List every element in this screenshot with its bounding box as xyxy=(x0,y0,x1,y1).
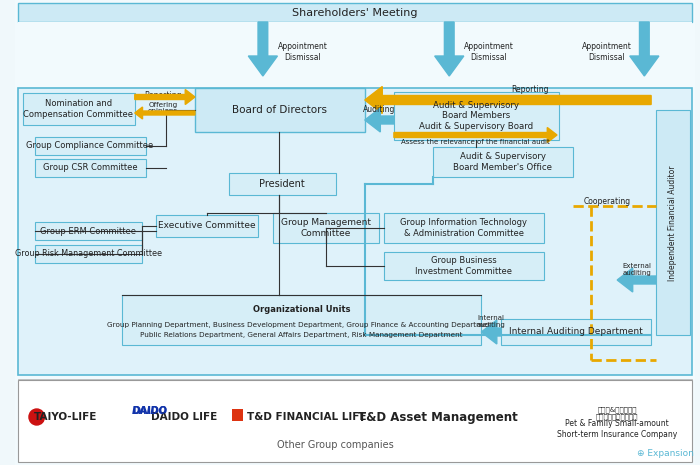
FancyBboxPatch shape xyxy=(18,22,692,88)
Text: ⊕ Expansion: ⊕ Expansion xyxy=(637,449,694,458)
Text: DAIDO: DAIDO xyxy=(132,406,167,416)
FancyBboxPatch shape xyxy=(272,213,379,243)
FancyBboxPatch shape xyxy=(384,252,545,280)
Text: Assess the relevance of the financial audit: Assess the relevance of the financial au… xyxy=(401,139,550,145)
Text: Offering
opinions: Offering opinions xyxy=(148,101,178,114)
FancyBboxPatch shape xyxy=(122,295,482,345)
Text: Reporting: Reporting xyxy=(144,91,182,100)
Text: Appointment
Dismissal: Appointment Dismissal xyxy=(582,42,631,62)
Text: TAIYO-LIFE: TAIYO-LIFE xyxy=(34,412,97,422)
Text: Group Management
Committee: Group Management Committee xyxy=(281,218,371,238)
Text: Shareholders' Meeting: Shareholders' Meeting xyxy=(293,8,418,18)
Text: Auditing: Auditing xyxy=(363,106,395,114)
Text: Audit & Supervisory
Board Members
Audit & Supervisory Board: Audit & Supervisory Board Members Audit … xyxy=(419,101,533,131)
FancyBboxPatch shape xyxy=(229,173,336,195)
Text: Public Relations Department, General Affairs Department, Risk Management Departm: Public Relations Department, General Aff… xyxy=(141,332,463,338)
FancyBboxPatch shape xyxy=(656,110,690,335)
FancyBboxPatch shape xyxy=(35,137,146,155)
Text: Group ERM Committee: Group ERM Committee xyxy=(40,226,136,235)
Polygon shape xyxy=(248,22,277,76)
Text: Pet & Family Small-amount
Short-term Insurance Company: Pet & Family Small-amount Short-term Ins… xyxy=(557,419,678,438)
Text: Group Information Technology
& Administration Committee: Group Information Technology & Administr… xyxy=(400,218,527,238)
Text: Internal Auditing Department: Internal Auditing Department xyxy=(509,327,643,337)
FancyBboxPatch shape xyxy=(394,92,559,140)
Polygon shape xyxy=(135,107,195,119)
Text: Organizational Units: Organizational Units xyxy=(253,306,351,314)
Text: Other Group companies: Other Group companies xyxy=(277,440,394,450)
Text: Internal
auditing: Internal auditing xyxy=(477,315,505,328)
Text: ペット&ファミリー
少額短期保険株式会社: ペット&ファミリー 少額短期保険株式会社 xyxy=(596,406,638,420)
Text: Group CSR Committee: Group CSR Committee xyxy=(43,164,137,173)
Text: Group Risk Management Committee: Group Risk Management Committee xyxy=(15,250,162,259)
FancyBboxPatch shape xyxy=(35,159,146,177)
FancyBboxPatch shape xyxy=(384,213,545,243)
Circle shape xyxy=(29,409,45,425)
Text: External
auditing: External auditing xyxy=(622,264,651,277)
Text: Group Planning Department, Business Development Department, Group Finance & Acco: Group Planning Department, Business Deve… xyxy=(106,322,497,328)
Text: Appointment
Dismissal: Appointment Dismissal xyxy=(277,42,328,62)
FancyBboxPatch shape xyxy=(156,215,258,237)
Polygon shape xyxy=(365,86,651,113)
Text: DAIDO LIFE: DAIDO LIFE xyxy=(151,412,218,422)
Text: DAIDO: DAIDO xyxy=(132,406,167,416)
Polygon shape xyxy=(394,127,557,142)
Text: Board of Directors: Board of Directors xyxy=(232,105,327,115)
FancyBboxPatch shape xyxy=(500,319,651,345)
Text: Group Compliance Committee: Group Compliance Committee xyxy=(27,141,154,151)
Text: Appointment
Dismissal: Appointment Dismissal xyxy=(464,42,514,62)
Text: Nomination and
Compensation Committee: Nomination and Compensation Committee xyxy=(24,100,134,119)
Text: Independent Financial Auditor: Independent Financial Auditor xyxy=(668,165,677,281)
FancyBboxPatch shape xyxy=(18,380,692,462)
Polygon shape xyxy=(435,22,464,76)
Polygon shape xyxy=(630,22,659,76)
Text: President: President xyxy=(260,179,305,189)
Text: T&D Asset Management: T&D Asset Management xyxy=(358,411,517,424)
Text: T&D FINANCIAL LIFE: T&D FINANCIAL LIFE xyxy=(247,412,366,422)
FancyBboxPatch shape xyxy=(18,88,692,375)
Text: Cooperating: Cooperating xyxy=(584,197,631,206)
FancyBboxPatch shape xyxy=(232,409,244,421)
Polygon shape xyxy=(482,320,500,344)
FancyBboxPatch shape xyxy=(35,245,141,263)
FancyBboxPatch shape xyxy=(195,88,365,132)
Text: Audit & Supervisory
Board Member's Office: Audit & Supervisory Board Member's Offic… xyxy=(453,153,552,172)
Text: Reporting: Reporting xyxy=(511,86,549,94)
Polygon shape xyxy=(365,108,394,132)
Polygon shape xyxy=(617,268,656,292)
Polygon shape xyxy=(135,89,195,105)
FancyBboxPatch shape xyxy=(433,147,573,177)
FancyBboxPatch shape xyxy=(35,222,141,240)
FancyBboxPatch shape xyxy=(18,3,692,22)
FancyBboxPatch shape xyxy=(15,0,695,465)
Text: Executive Committee: Executive Committee xyxy=(158,221,256,231)
FancyBboxPatch shape xyxy=(23,93,135,125)
Text: Group Business
Investment Committee: Group Business Investment Committee xyxy=(415,256,512,276)
